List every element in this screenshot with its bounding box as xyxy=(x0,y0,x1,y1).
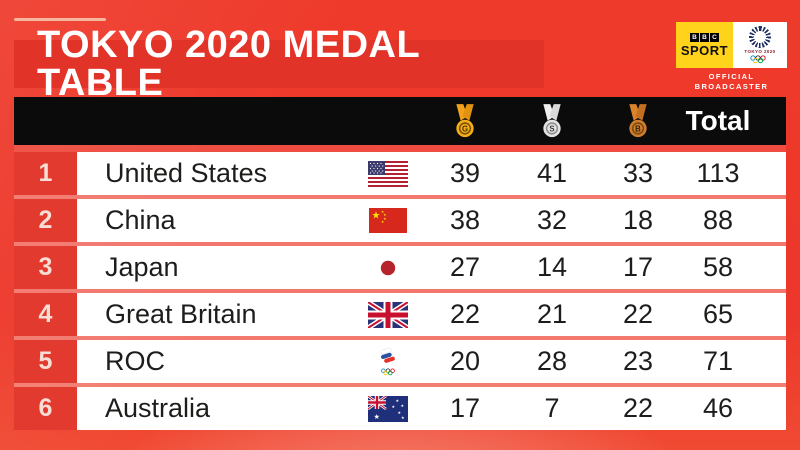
svg-text:★: ★ xyxy=(398,410,402,415)
broadcaster-line1: OFFICIAL xyxy=(708,72,755,81)
bronze-letter: B xyxy=(635,124,641,133)
silver-letter: S xyxy=(549,124,554,133)
table-row: 5 ROC 20 xyxy=(14,340,786,383)
country-name: ROC xyxy=(105,346,165,376)
gold-count: 38 xyxy=(449,205,481,235)
flag-china-icon: ★ ★ ★ ★ ★ xyxy=(344,199,432,242)
row-gap xyxy=(14,336,786,340)
svg-text:★: ★ xyxy=(383,217,386,221)
country-name: Australia xyxy=(105,393,211,423)
row-gap xyxy=(14,289,786,293)
silver-count: 14 xyxy=(536,252,568,282)
flag-great-britain-icon xyxy=(344,293,432,336)
bronze-count: 17 xyxy=(622,252,654,282)
silver-count: 28 xyxy=(536,346,568,376)
silver-count: 7 xyxy=(544,393,560,423)
svg-text:★: ★ xyxy=(396,398,400,403)
rank-badge: 2 xyxy=(14,199,77,242)
gold-count: 20 xyxy=(449,346,481,376)
flag-australia-icon: ★ ★ ★ ★ ★ ★ xyxy=(344,387,432,430)
svg-text:★: ★ xyxy=(401,415,405,420)
flag-japan-icon xyxy=(344,246,432,289)
total-count: 65 xyxy=(702,299,734,329)
table-header-row: G S B xyxy=(14,97,786,145)
total-count: 88 xyxy=(702,205,734,235)
svg-text:★: ★ xyxy=(401,403,405,408)
tokyo-emblem-icon xyxy=(749,25,771,48)
bbc-block-b2: B xyxy=(700,33,709,42)
flag-united-states-icon xyxy=(344,152,432,195)
gold-medal-column-header: G xyxy=(419,97,511,145)
silver-medal-column-header: S xyxy=(506,97,598,145)
tokyo-2020-logo: TOKYO 2020 xyxy=(733,22,787,68)
title-box: TOKYO 2020 MEDAL TABLE xyxy=(14,26,544,102)
total-count: 46 xyxy=(702,393,734,423)
row-gap xyxy=(14,195,786,199)
svg-text:★: ★ xyxy=(381,210,384,214)
svg-text:★: ★ xyxy=(372,211,381,222)
total-count: 58 xyxy=(702,252,734,282)
country-name: United States xyxy=(105,158,268,188)
silver-count: 32 xyxy=(536,205,568,235)
bronze-medal-icon: B xyxy=(629,103,647,137)
roc-emblem-icon xyxy=(344,340,432,383)
country-name: Japan xyxy=(105,252,179,282)
country-name: Great Britain xyxy=(105,299,257,329)
gold-count: 27 xyxy=(449,252,481,282)
bbc-sport-logo: B B C SPORT xyxy=(676,22,733,68)
gold-count: 39 xyxy=(449,158,481,188)
table-row: 2 China ★ ★ ★ ★ ★ 38 32 18 88 xyxy=(14,199,786,242)
rank-badge: 6 xyxy=(14,387,77,430)
bbc-block-b1: B xyxy=(690,33,699,42)
row-gap xyxy=(14,242,786,246)
silver-count: 41 xyxy=(536,158,568,188)
table-row: 1 United States xyxy=(14,152,786,195)
bronze-count: 18 xyxy=(622,205,654,235)
rank-badge: 3 xyxy=(14,246,77,289)
bronze-count: 23 xyxy=(622,346,654,376)
gold-count: 17 xyxy=(449,393,481,423)
bbc-blocks-icon: B B C xyxy=(690,33,719,42)
tokyo-wordmark: TOKYO 2020 xyxy=(744,49,776,55)
bronze-count: 22 xyxy=(622,393,654,423)
medal-table: G S B xyxy=(14,97,786,430)
row-gap xyxy=(14,383,786,387)
bbc-block-c: C xyxy=(710,33,719,42)
bbc-sport-wordmark: SPORT xyxy=(680,43,729,58)
svg-text:★: ★ xyxy=(392,404,396,409)
country-name: China xyxy=(105,205,176,235)
rank-badge: 5 xyxy=(14,340,77,383)
svg-text:★: ★ xyxy=(383,213,386,217)
gold-count: 22 xyxy=(449,299,481,329)
bronze-medal-column-header: B xyxy=(592,97,684,145)
accent-dash xyxy=(14,18,106,21)
total-column-header: Total xyxy=(685,105,751,136)
gold-medal-icon: G xyxy=(456,103,474,137)
table-row: 4 Great Britain 22 21 22 65 xyxy=(14,293,786,336)
official-broadcaster-label: OFFICIAL BROADCASTER xyxy=(676,72,787,92)
olympic-rings-icon xyxy=(750,55,766,64)
silver-count: 21 xyxy=(536,299,568,329)
header-row-gap xyxy=(14,145,786,152)
bronze-count: 33 xyxy=(622,158,654,188)
silver-medal-icon: S xyxy=(543,103,561,137)
total-count: 113 xyxy=(696,158,740,188)
total-count: 71 xyxy=(702,346,734,376)
bronze-count: 22 xyxy=(622,299,654,329)
rank-badge: 1 xyxy=(14,152,77,195)
svg-text:★: ★ xyxy=(381,220,384,224)
rank-badge: 4 xyxy=(14,293,77,336)
table-row: 6 Australia ★ ★ ★ ★ ★ xyxy=(14,387,786,430)
svg-text:★: ★ xyxy=(374,413,380,421)
page-title: TOKYO 2020 MEDAL TABLE xyxy=(37,24,420,104)
table-row: 3 Japan 27 14 17 58 xyxy=(14,246,786,289)
gold-letter: G xyxy=(462,124,468,133)
broadcaster-lockup: B B C SPORT TOKYO 2020 xyxy=(676,22,787,68)
broadcaster-line2: BROADCASTER xyxy=(694,82,769,92)
